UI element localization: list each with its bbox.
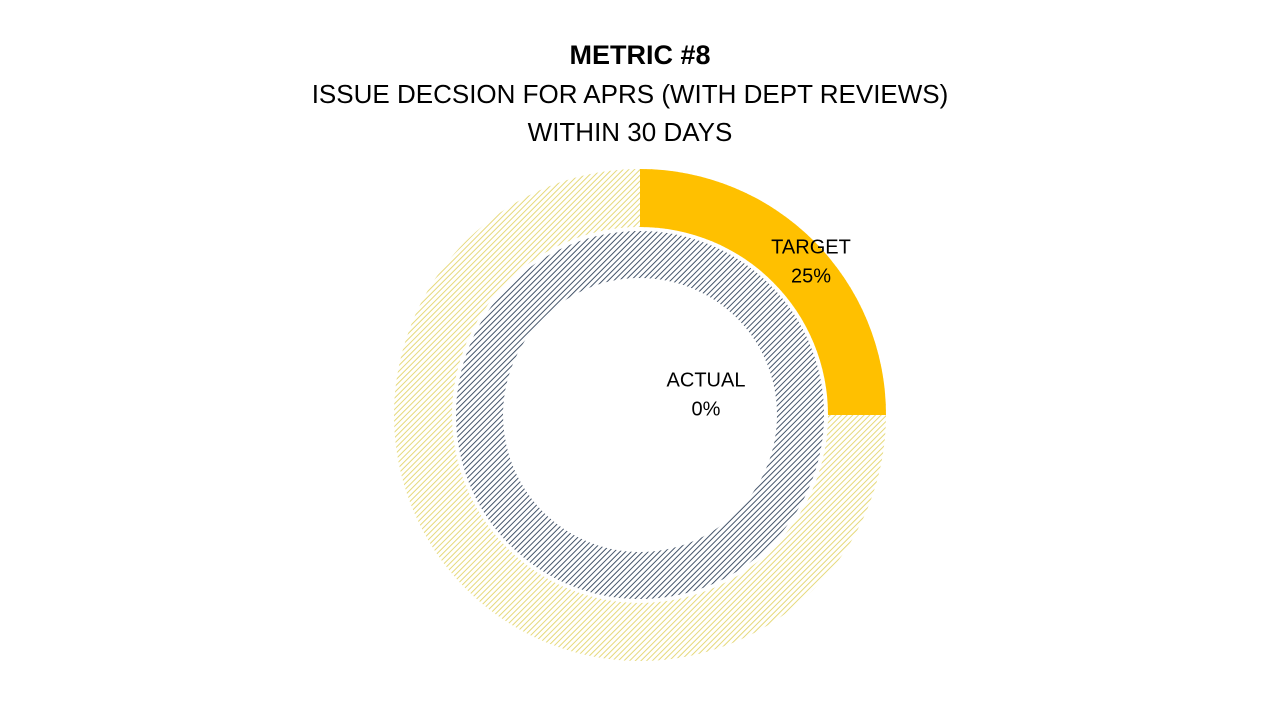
value-label: 25%: [791, 265, 831, 287]
series-label: ACTUAL: [667, 369, 746, 391]
value-label: 0%: [692, 398, 721, 420]
series-label: TARGET: [771, 236, 851, 258]
rings: TARGET 25% ACTUAL 0%: [394, 169, 886, 661]
chart-title: METRIC #8: [569, 40, 710, 70]
chart-subtitle: ISSUE DECSION FOR APRS (WITH DEPT REVIEW…: [312, 79, 949, 109]
slice: [640, 169, 886, 415]
chart-subtitle: WITHIN 30 DAYS: [528, 117, 733, 147]
ring-background: [456, 231, 824, 599]
